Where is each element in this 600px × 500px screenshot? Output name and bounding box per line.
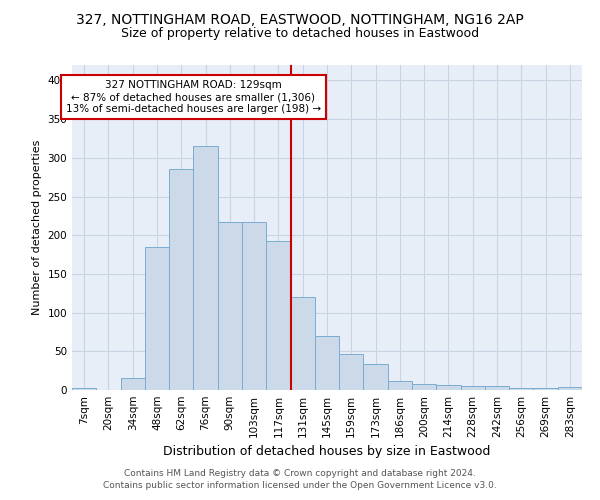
Text: 327 NOTTINGHAM ROAD: 129sqm
← 87% of detached houses are smaller (1,306)
13% of : 327 NOTTINGHAM ROAD: 129sqm ← 87% of det… [66, 80, 321, 114]
Text: Size of property relative to detached houses in Eastwood: Size of property relative to detached ho… [121, 28, 479, 40]
Bar [169, 170, 193, 390]
Bar [461, 386, 485, 390]
Bar [290, 297, 315, 390]
Bar [436, 386, 461, 390]
Bar [218, 222, 242, 390]
Bar [533, 388, 558, 390]
Text: Contains HM Land Registry data © Crown copyright and database right 2024.: Contains HM Land Registry data © Crown c… [124, 468, 476, 477]
Bar [485, 386, 509, 390]
Bar [315, 336, 339, 390]
Text: 327, NOTTINGHAM ROAD, EASTWOOD, NOTTINGHAM, NG16 2AP: 327, NOTTINGHAM ROAD, EASTWOOD, NOTTINGH… [76, 12, 524, 26]
Bar [72, 388, 96, 390]
Bar [242, 222, 266, 390]
Bar [193, 146, 218, 390]
X-axis label: Distribution of detached houses by size in Eastwood: Distribution of detached houses by size … [163, 446, 491, 458]
Bar [266, 240, 290, 390]
Y-axis label: Number of detached properties: Number of detached properties [32, 140, 42, 315]
Bar [364, 364, 388, 390]
Bar [509, 388, 533, 390]
Bar [339, 354, 364, 390]
Bar [412, 384, 436, 390]
Text: Contains public sector information licensed under the Open Government Licence v3: Contains public sector information licen… [103, 481, 497, 490]
Bar [121, 378, 145, 390]
Bar [145, 247, 169, 390]
Bar [558, 387, 582, 390]
Bar [388, 382, 412, 390]
